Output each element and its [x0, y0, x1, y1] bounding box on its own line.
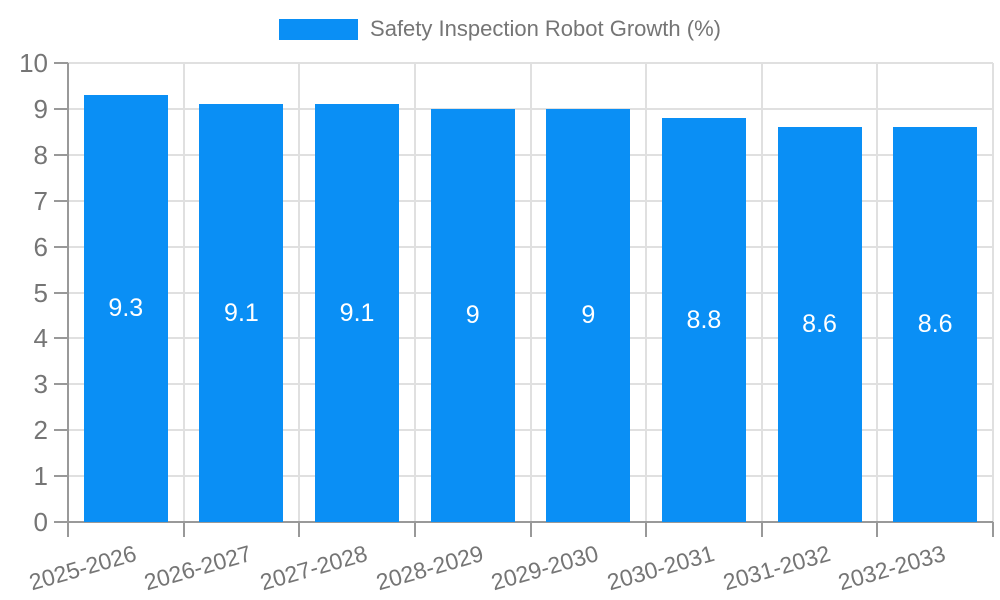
y-axis-tick-label: 9	[33, 93, 48, 124]
y-axis-tick-label: 6	[33, 231, 48, 262]
bar-2025-2026[interactable]: 9.3	[83, 95, 168, 522]
legend-item[interactable]: Safety Inspection Robot Growth (%)	[279, 16, 721, 42]
bar-2028-2029[interactable]: 9	[430, 108, 515, 522]
x-gridline	[298, 63, 301, 522]
bar-value-label: 9.1	[224, 298, 259, 327]
y-axis-tick	[54, 475, 68, 478]
bar-2027-2028[interactable]: 9.1	[315, 104, 400, 522]
x-axis-tick	[529, 522, 532, 537]
y-axis-line	[67, 63, 69, 522]
bar-2032-2033[interactable]: 8.6	[893, 127, 978, 522]
x-axis-category-label: 2032-2033	[835, 540, 949, 596]
bar-value-label: 9	[581, 300, 596, 329]
x-axis-tick	[645, 522, 648, 537]
y-axis-tick-label: 4	[33, 323, 48, 354]
legend-swatch-icon	[279, 18, 359, 40]
x-axis-category-label: 2028-2029	[372, 540, 486, 596]
y-axis-tick-label: 2	[33, 415, 48, 446]
y-axis-tick	[54, 291, 68, 294]
x-axis-category-label: 2029-2030	[488, 540, 602, 596]
x-axis-tick	[876, 522, 879, 537]
legend-label: Safety Inspection Robot Growth (%)	[370, 16, 721, 41]
bar-value-label: 8.8	[686, 305, 722, 334]
x-axis-category-label: 2026-2027	[141, 540, 255, 596]
bar-value-label: 9	[465, 300, 480, 329]
y-axis-tick-label: 7	[33, 185, 48, 216]
x-axis-tick	[760, 522, 763, 537]
x-gridline	[413, 63, 416, 522]
y-axis-tick	[54, 245, 68, 248]
bar-value-label: 8.6	[802, 310, 837, 339]
y-axis-tick-label: 1	[33, 461, 48, 492]
x-gridline	[992, 63, 994, 522]
x-axis-tick	[413, 522, 416, 537]
y-axis-tick-label: 3	[33, 369, 48, 400]
y-axis-tick	[54, 521, 68, 523]
y-axis-tick	[54, 429, 68, 432]
legend: Safety Inspection Robot Growth (%)	[0, 16, 1000, 42]
x-axis-category-label: 2030-2031	[604, 540, 718, 596]
x-axis-category-label: 2025-2026	[26, 540, 139, 596]
y-axis-tick	[54, 153, 68, 156]
y-axis-tick	[54, 383, 68, 386]
bar-2030-2031[interactable]: 8.8	[661, 118, 746, 522]
x-axis-tick	[67, 522, 69, 537]
y-axis-tick-label: 0	[33, 507, 48, 537]
x-gridline	[529, 63, 532, 522]
x-gridline	[876, 63, 879, 522]
y-axis-tick	[54, 107, 68, 110]
y-axis-tick-label: 10	[19, 48, 48, 78]
x-axis-tick	[182, 522, 185, 537]
y-axis-tick-label: 8	[33, 139, 48, 170]
bar-2029-2030[interactable]: 9	[546, 108, 631, 522]
bar-value-label: 8.6	[917, 310, 953, 339]
bar-value-label: 9.3	[108, 294, 144, 323]
bar-2031-2032[interactable]: 8.6	[777, 127, 862, 522]
x-axis-tick	[298, 522, 301, 537]
y-axis-tick	[54, 62, 68, 64]
x-axis-category-label: 2031-2032	[719, 540, 833, 596]
y-axis-tick-label: 5	[33, 277, 48, 308]
y-axis-tick	[54, 337, 68, 340]
x-gridline	[182, 63, 185, 522]
x-gridline	[760, 63, 763, 522]
bar-2026-2027[interactable]: 9.1	[199, 104, 284, 522]
x-axis-tick	[992, 522, 994, 537]
x-gridline	[645, 63, 648, 522]
x-axis-line	[68, 521, 993, 523]
x-axis-category-label: 2027-2028	[257, 540, 371, 596]
bar-value-label: 9.1	[339, 298, 375, 327]
y-axis-tick	[54, 199, 68, 202]
